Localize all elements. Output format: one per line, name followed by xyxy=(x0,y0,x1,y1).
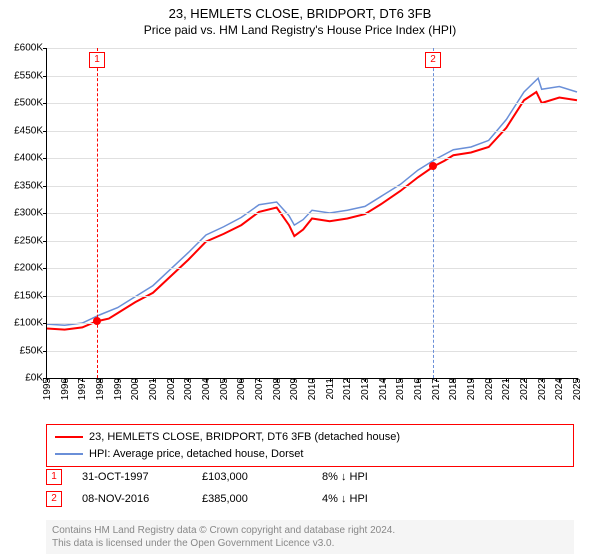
sale-vline xyxy=(433,48,434,378)
sale-pct: 4% ↓ HPI xyxy=(322,493,442,505)
y-axis-label: £550K xyxy=(14,70,47,81)
x-axis-label: 2005 xyxy=(219,378,230,404)
sale-dot xyxy=(429,162,437,170)
x-axis-label: 2009 xyxy=(289,378,300,404)
sale-vline xyxy=(97,48,98,378)
sale-row: 2 08-NOV-2016 £385,000 4% ↓ HPI xyxy=(46,488,574,510)
x-axis-label: 1997 xyxy=(77,378,88,404)
x-axis-label: 2003 xyxy=(183,378,194,404)
sale-marker-box: 2 xyxy=(425,52,441,68)
x-axis-label: 2002 xyxy=(166,378,177,404)
sale-date: 08-NOV-2016 xyxy=(82,493,202,505)
y-axis-label: £200K xyxy=(14,263,47,274)
series-hpi xyxy=(47,78,577,325)
chart-container: 23, HEMLETS CLOSE, BRIDPORT, DT6 3FB Pri… xyxy=(0,0,600,560)
x-axis-label: 2013 xyxy=(360,378,371,404)
legend-swatch xyxy=(55,436,83,438)
legend-item: 23, HEMLETS CLOSE, BRIDPORT, DT6 3FB (de… xyxy=(55,429,565,446)
x-axis-label: 2019 xyxy=(466,378,477,404)
y-axis-label: £300K xyxy=(14,208,47,219)
x-axis-label: 2001 xyxy=(148,378,159,404)
footer-line1: Contains HM Land Registry data © Crown c… xyxy=(52,524,568,537)
x-axis-label: 2022 xyxy=(519,378,530,404)
footer: Contains HM Land Registry data © Crown c… xyxy=(46,520,574,554)
sales-table: 1 31-OCT-1997 £103,000 8% ↓ HPI 2 08-NOV… xyxy=(46,466,574,510)
legend-label: 23, HEMLETS CLOSE, BRIDPORT, DT6 3FB (de… xyxy=(89,429,400,446)
x-axis-label: 2012 xyxy=(342,378,353,404)
x-axis-label: 2017 xyxy=(431,378,442,404)
sale-dot xyxy=(93,317,101,325)
x-axis-label: 1999 xyxy=(113,378,124,404)
y-axis-label: £250K xyxy=(14,235,47,246)
sale-price: £385,000 xyxy=(202,493,322,505)
x-axis-label: 1998 xyxy=(95,378,106,404)
sale-pct: 8% ↓ HPI xyxy=(322,471,442,483)
x-axis-label: 2015 xyxy=(395,378,406,404)
chart-subtitle: Price paid vs. HM Land Registry's House … xyxy=(0,23,600,41)
y-axis-label: £150K xyxy=(14,290,47,301)
sale-price: £103,000 xyxy=(202,471,322,483)
legend: 23, HEMLETS CLOSE, BRIDPORT, DT6 3FB (de… xyxy=(46,424,574,467)
chart-title: 23, HEMLETS CLOSE, BRIDPORT, DT6 3FB xyxy=(0,0,600,23)
x-axis-label: 2004 xyxy=(201,378,212,404)
x-axis-label: 2024 xyxy=(554,378,565,404)
x-axis-label: 1995 xyxy=(42,378,53,404)
y-axis-label: £500K xyxy=(14,98,47,109)
y-axis-label: £50K xyxy=(20,345,47,356)
x-axis-label: 2006 xyxy=(236,378,247,404)
y-axis-label: £400K xyxy=(14,153,47,164)
x-axis-label: 2014 xyxy=(378,378,389,404)
x-axis-label: 2008 xyxy=(272,378,283,404)
x-axis-label: 2011 xyxy=(325,378,336,404)
y-axis-label: £350K xyxy=(14,180,47,191)
x-axis-label: 1996 xyxy=(60,378,71,404)
sale-marker-box: 1 xyxy=(89,52,105,68)
y-axis-label: £450K xyxy=(14,125,47,136)
footer-line2: This data is licensed under the Open Gov… xyxy=(52,537,568,550)
y-axis-label: £600K xyxy=(14,43,47,54)
sale-marker-icon: 1 xyxy=(46,469,62,485)
x-axis-label: 2007 xyxy=(254,378,265,404)
x-axis-label: 2018 xyxy=(448,378,459,404)
x-axis-label: 2016 xyxy=(413,378,424,404)
x-axis-label: 2021 xyxy=(501,378,512,404)
x-axis-label: 2025 xyxy=(572,378,583,404)
sale-date: 31-OCT-1997 xyxy=(82,471,202,483)
x-axis-label: 2023 xyxy=(537,378,548,404)
chart-plot-area: £0K£50K£100K£150K£200K£250K£300K£350K£40… xyxy=(46,48,577,379)
sale-marker-icon: 2 xyxy=(46,491,62,507)
x-axis-label: 2000 xyxy=(130,378,141,404)
legend-swatch xyxy=(55,453,83,455)
y-axis-label: £100K xyxy=(14,318,47,329)
legend-item: HPI: Average price, detached house, Dors… xyxy=(55,446,565,463)
x-axis-label: 2020 xyxy=(484,378,495,404)
sale-row: 1 31-OCT-1997 £103,000 8% ↓ HPI xyxy=(46,466,574,488)
legend-label: HPI: Average price, detached house, Dors… xyxy=(89,446,303,463)
x-axis-label: 2010 xyxy=(307,378,318,404)
